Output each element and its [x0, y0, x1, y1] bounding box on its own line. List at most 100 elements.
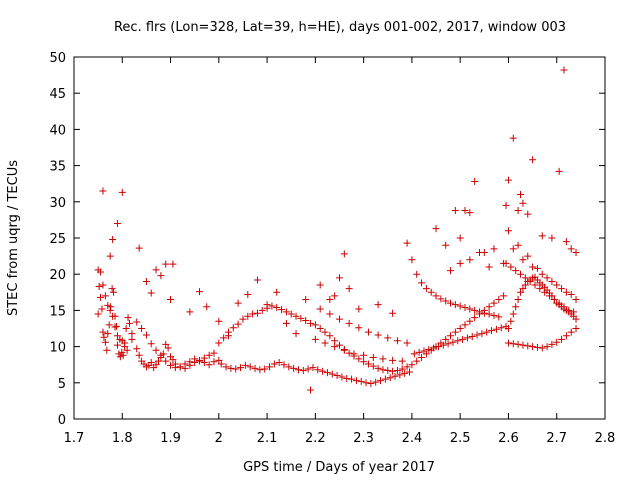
data-point — [495, 296, 503, 304]
data-point — [118, 348, 126, 356]
data-point — [502, 201, 510, 209]
y-tick-label: 50 — [49, 51, 66, 66]
data-point — [333, 372, 341, 380]
data-point — [451, 206, 459, 214]
data-point — [519, 199, 527, 207]
data-point — [572, 248, 580, 256]
data-point — [304, 365, 312, 373]
data-point — [490, 311, 498, 319]
data-point — [135, 351, 143, 359]
data-point — [171, 364, 179, 372]
data-point — [113, 341, 121, 349]
plot-frame — [73, 56, 606, 420]
data-point — [152, 346, 160, 354]
data-point — [430, 344, 438, 352]
data-point — [541, 288, 549, 296]
data-point — [398, 357, 406, 365]
data-point — [282, 308, 290, 316]
y-tick-label: 5 — [58, 377, 66, 392]
data-point — [521, 281, 529, 289]
data-point — [379, 355, 387, 363]
data-point — [500, 292, 508, 300]
data-point — [191, 355, 199, 363]
data-point — [490, 299, 498, 307]
data-point — [507, 263, 515, 271]
x-tick-label: 2.4 — [402, 431, 423, 446]
data-point — [369, 362, 377, 370]
data-point — [355, 355, 363, 363]
data-point — [234, 299, 242, 307]
data-point — [256, 366, 264, 374]
data-point — [278, 306, 286, 314]
data-point — [100, 333, 108, 341]
data-point — [152, 361, 160, 369]
data-point — [548, 340, 556, 348]
data-point — [147, 340, 155, 348]
data-point — [138, 325, 146, 332]
data-point — [268, 302, 276, 310]
data-point — [562, 332, 570, 340]
data-point — [439, 341, 447, 349]
data-point — [562, 288, 570, 296]
data-point — [548, 277, 556, 285]
data-point — [413, 357, 421, 365]
data-point — [524, 342, 532, 350]
data-point — [307, 386, 315, 394]
data-point — [451, 328, 459, 336]
data-point — [422, 285, 430, 293]
x-tick-label: 2.6 — [498, 431, 519, 446]
data-point — [263, 301, 271, 309]
data-point — [461, 304, 469, 312]
data-point — [432, 292, 440, 300]
data-point — [434, 343, 442, 351]
data-point — [524, 252, 532, 260]
data-point — [181, 360, 189, 368]
data-point — [553, 338, 561, 346]
data-point — [459, 335, 467, 343]
data-point — [485, 303, 493, 311]
data-point — [302, 296, 310, 304]
data-point — [316, 325, 324, 332]
data-point — [364, 360, 372, 368]
data-point — [258, 306, 266, 314]
data-point — [314, 366, 322, 374]
data-point — [517, 191, 525, 199]
data-point — [369, 353, 377, 361]
data-point — [456, 259, 464, 267]
data-point — [106, 306, 114, 314]
data-point — [560, 66, 568, 74]
data-point — [529, 156, 537, 164]
data-point — [437, 295, 445, 303]
data-point — [273, 304, 281, 312]
data-point — [203, 303, 211, 311]
x-tick-label: 2.3 — [353, 431, 374, 446]
data-point — [220, 334, 228, 342]
y-tick-label: 30 — [49, 196, 66, 211]
data-point — [162, 340, 170, 348]
data-point — [504, 325, 512, 332]
data-point — [447, 299, 455, 307]
x-axis-label: GPS time / Days of year 2017 — [243, 460, 435, 475]
data-point — [514, 241, 522, 249]
data-point — [384, 366, 392, 374]
data-point — [357, 377, 365, 385]
data-point — [115, 350, 123, 358]
data-point — [135, 244, 143, 252]
data-point — [311, 321, 319, 329]
data-point — [101, 338, 109, 346]
data-point — [290, 364, 298, 372]
data-point — [529, 343, 537, 351]
data-point — [567, 245, 575, 253]
data-point — [355, 324, 363, 332]
data-point — [343, 374, 351, 382]
data-point — [403, 363, 411, 371]
data-point — [379, 366, 387, 374]
data-point — [99, 328, 107, 336]
data-point — [514, 340, 522, 348]
data-point — [372, 378, 380, 386]
data-point — [509, 340, 517, 348]
data-point — [485, 263, 493, 271]
data-point — [196, 357, 204, 365]
data-point — [99, 187, 107, 195]
